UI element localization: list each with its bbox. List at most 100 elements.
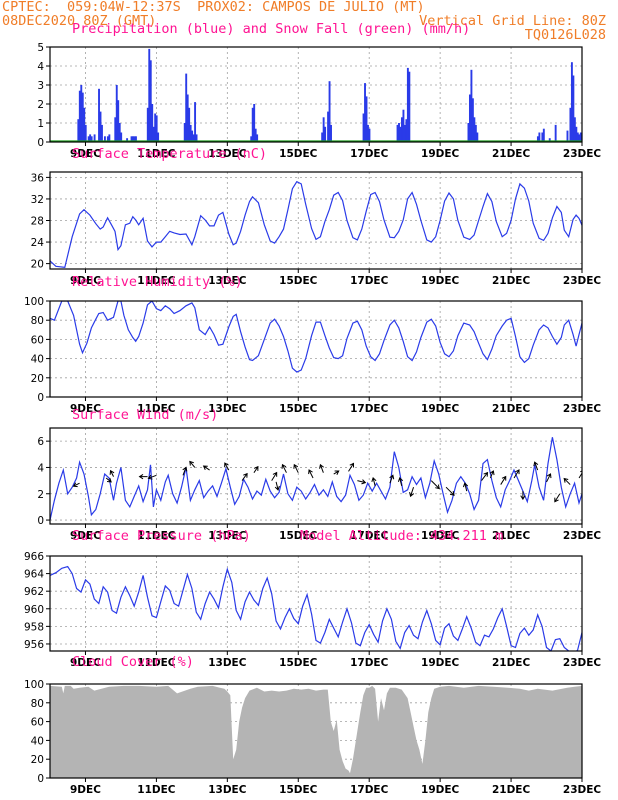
wind-arrow bbox=[371, 476, 377, 486]
precip-bar bbox=[467, 123, 470, 142]
precip-bar bbox=[80, 85, 83, 142]
wind-arrow bbox=[147, 474, 157, 480]
x-tick-label: 13DEC bbox=[208, 403, 247, 415]
precip-bar bbox=[133, 136, 136, 142]
x-tick-label: 21DEC bbox=[492, 530, 531, 542]
wind-arrow bbox=[563, 477, 571, 485]
precip-bar bbox=[185, 73, 188, 142]
precip-bar bbox=[84, 124, 87, 142]
wind-arrow bbox=[293, 463, 299, 473]
panel-title: Precipitation (blue) and Snow Fall (gree… bbox=[72, 21, 470, 37]
precip-bar bbox=[192, 134, 195, 142]
x-tick-label: 21DEC bbox=[492, 275, 531, 287]
y-tick-label: 2 bbox=[37, 99, 44, 111]
precip-bar bbox=[554, 124, 557, 142]
x-tick-label: 19DEC bbox=[421, 784, 460, 796]
x-tick-label: 11DEC bbox=[137, 403, 176, 415]
precip-bar bbox=[90, 136, 93, 142]
cloud-area bbox=[50, 685, 582, 778]
precip-bar bbox=[368, 128, 371, 142]
y-tick-label: 0 bbox=[37, 773, 44, 785]
precip-bar bbox=[398, 123, 400, 142]
wind-arrow bbox=[500, 475, 507, 485]
wind-arrow bbox=[241, 472, 248, 481]
plot-area bbox=[50, 565, 582, 651]
panel-1: Precipitation (blue) and Snow Fall (gree… bbox=[37, 21, 601, 160]
wind-arrow bbox=[202, 465, 210, 471]
wind-arrow bbox=[357, 479, 367, 485]
x-tick-label: 23DEC bbox=[563, 657, 602, 669]
panel-5: Surface Pressure (hPa) Model Altitude: 43… bbox=[24, 528, 601, 669]
wind-arrow bbox=[430, 480, 440, 490]
x-tick-label: 19DEC bbox=[421, 657, 460, 669]
x-tick-label: 17DEC bbox=[350, 148, 389, 160]
panel-title: Surface Wind (m/s) bbox=[72, 407, 218, 423]
precip-bar bbox=[575, 126, 578, 142]
precip-bar bbox=[99, 111, 102, 142]
x-tick-label: 15DEC bbox=[279, 784, 318, 796]
precip-bar bbox=[254, 128, 257, 142]
x-tick-label: 21DEC bbox=[492, 403, 531, 415]
precip-bar bbox=[146, 107, 149, 142]
y-tick-label: 24 bbox=[31, 237, 45, 249]
gridlines bbox=[50, 556, 582, 651]
x-tick-label: 9DEC bbox=[70, 403, 101, 415]
precip-bar bbox=[250, 136, 253, 142]
wind-arrow bbox=[513, 469, 520, 479]
precip-bar bbox=[251, 107, 254, 142]
wind-arrow bbox=[189, 460, 196, 468]
precip-bar bbox=[573, 117, 576, 142]
precip-bar bbox=[548, 138, 551, 142]
y-tick-label: 60 bbox=[31, 717, 44, 729]
wind-arrow bbox=[546, 473, 552, 483]
precip-bar bbox=[330, 124, 332, 142]
x-tick-label: 11DEC bbox=[137, 530, 176, 542]
wind-arrow bbox=[409, 487, 415, 498]
header-grid-line: Vertical Grid Line: 80Z bbox=[419, 13, 606, 29]
precip-bar bbox=[566, 130, 569, 142]
x-tick-label: 13DEC bbox=[208, 275, 247, 287]
plot-area bbox=[50, 180, 582, 269]
series-line bbox=[50, 180, 582, 269]
y-tick-label: 40 bbox=[31, 735, 44, 747]
panel-title: Relative Humidity (%) bbox=[72, 274, 243, 290]
precip-bar bbox=[194, 102, 197, 142]
precip-bar bbox=[149, 60, 152, 142]
precip-bar bbox=[189, 124, 192, 142]
wind-arrow bbox=[389, 474, 395, 484]
precip-bar bbox=[183, 123, 186, 142]
wind-arrow bbox=[554, 493, 561, 503]
precip-bar bbox=[135, 136, 137, 142]
x-tick-label: 17DEC bbox=[350, 657, 389, 669]
precip-bar bbox=[151, 104, 154, 142]
wind-arrow bbox=[445, 486, 455, 496]
precip-bar bbox=[256, 134, 259, 142]
x-tick-label: 23DEC bbox=[563, 275, 602, 287]
y-tick-label: 1 bbox=[37, 118, 44, 130]
panel-title: Cloud Cover (%) bbox=[72, 654, 194, 670]
gridlines bbox=[50, 428, 582, 524]
precip-bar bbox=[83, 107, 86, 142]
precip-bar bbox=[77, 119, 80, 142]
x-tick-label: 9DEC bbox=[70, 784, 101, 796]
gridlines bbox=[50, 301, 582, 397]
y-tick-label: 6 bbox=[37, 436, 44, 448]
y-tick-label: 5 bbox=[37, 42, 44, 54]
y-tick-label: 2 bbox=[37, 489, 44, 501]
wind-arrow bbox=[274, 481, 280, 491]
wind-arrow bbox=[72, 482, 80, 488]
x-tick-label: 9DEC bbox=[70, 530, 101, 542]
precip-bar bbox=[572, 75, 575, 142]
x-tick-label: 23DEC bbox=[563, 530, 602, 542]
y-tick-label: 20 bbox=[31, 373, 44, 385]
precip-bar bbox=[471, 98, 474, 142]
y-tick-label: 0 bbox=[37, 515, 44, 527]
precip-bar bbox=[114, 117, 117, 142]
precip-bar bbox=[362, 113, 365, 142]
precip-bar bbox=[322, 117, 325, 142]
plot-area bbox=[50, 48, 582, 142]
precip-bar bbox=[569, 107, 572, 142]
gridlines bbox=[50, 47, 582, 142]
precip-bar bbox=[541, 132, 544, 142]
precip-bar bbox=[401, 117, 403, 142]
